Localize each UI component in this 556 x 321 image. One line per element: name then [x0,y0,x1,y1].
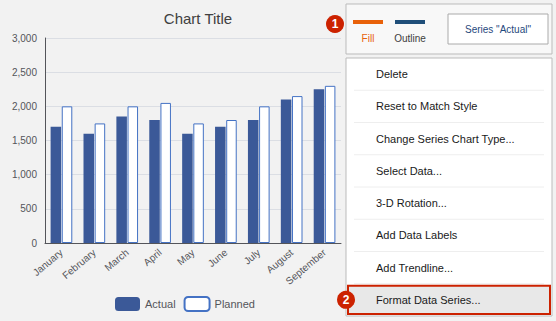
svg-text:2,500: 2,500 [12,67,37,78]
svg-text:1,500: 1,500 [12,135,37,146]
svg-text:Add Data Labels: Add Data Labels [376,229,458,241]
svg-text:Planned: Planned [215,298,255,310]
svg-text:3-D Rotation...: 3-D Rotation... [376,197,447,209]
svg-text:Change Series Chart Type...: Change Series Chart Type... [376,133,515,145]
svg-text:May: May [175,247,197,268]
svg-text:3,000: 3,000 [12,33,37,44]
svg-text:April: April [141,247,163,268]
svg-text:Series "Actual": Series "Actual" [465,24,531,35]
svg-text:Chart Title: Chart Title [164,10,232,27]
svg-text:0: 0 [31,238,37,249]
svg-text:2,000: 2,000 [12,101,37,112]
svg-text:August: August [264,247,295,276]
svg-text:June: June [206,247,230,270]
svg-text:Actual: Actual [145,298,176,310]
svg-text:July: July [242,247,263,267]
svg-text:September: September [284,246,329,286]
svg-text:Fill: Fill [362,33,375,44]
svg-text:Outline: Outline [394,33,426,44]
svg-text:1,000: 1,000 [12,169,37,180]
svg-text:Format Data Series...: Format Data Series... [376,294,481,306]
svg-text:March: March [102,247,130,273]
svg-text:Reset to Match Style: Reset to Match Style [376,100,478,112]
svg-text:2: 2 [343,293,350,307]
svg-text:February: February [60,247,98,281]
svg-text:Select Data...: Select Data... [376,165,442,177]
svg-text:1: 1 [332,17,339,31]
svg-text:500: 500 [20,203,37,214]
svg-text:January: January [30,246,65,279]
svg-text:Delete: Delete [376,68,408,80]
svg-text:Add Trendline...: Add Trendline... [376,262,453,274]
